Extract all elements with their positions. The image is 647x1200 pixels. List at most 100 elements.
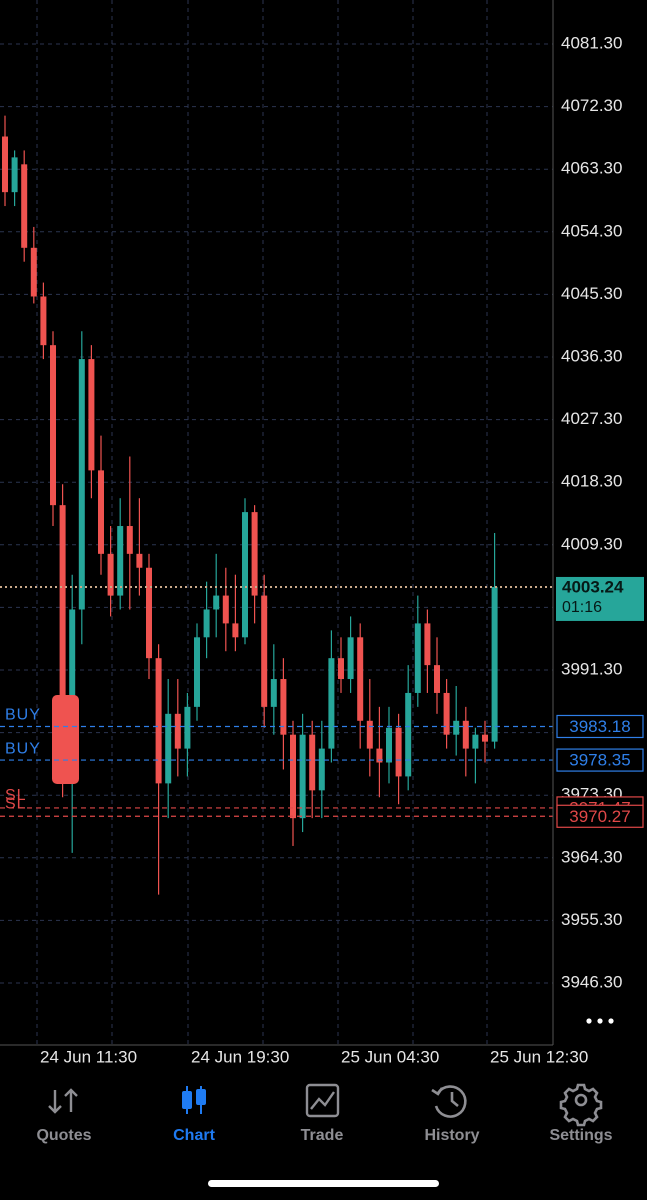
candle-body <box>434 665 440 693</box>
level-label: SL <box>5 795 27 812</box>
tab-label[interactable]: Chart <box>173 1127 215 1144</box>
level-price-box <box>556 804 644 828</box>
candle-body <box>443 692 450 735</box>
y-tick-label: 4036.30 <box>561 346 622 365</box>
icon-trade <box>305 1083 340 1118</box>
candle-body <box>462 720 469 749</box>
candles <box>2 115 498 895</box>
y-tick-label: 3964.30 <box>561 847 622 866</box>
candle-body <box>299 734 306 819</box>
icon-quotes <box>48 1088 78 1114</box>
candle-body <box>78 359 85 610</box>
tab-label[interactable]: Settings <box>549 1127 612 1144</box>
y-tick-label: 4063.30 <box>561 159 622 178</box>
candle-body <box>472 734 479 749</box>
candle-body <box>222 595 229 624</box>
candle-body <box>40 296 47 346</box>
candle-body <box>184 706 191 749</box>
level-price-box <box>556 748 644 772</box>
candle-body <box>21 164 28 248</box>
candle-body <box>155 658 162 784</box>
dot <box>608 1018 614 1024</box>
y-tick-label: 4009.30 <box>561 534 622 553</box>
candle-body <box>2 136 8 193</box>
candle-body <box>280 679 287 735</box>
candle-body <box>347 637 354 680</box>
candle-body <box>242 512 248 638</box>
y-tick-label: 4018.30 <box>561 472 622 491</box>
candle-body <box>88 359 95 471</box>
level-label: BUY <box>5 740 41 757</box>
candle-body <box>203 609 210 638</box>
tab-label[interactable]: Trade <box>301 1127 344 1144</box>
candle-body <box>165 713 172 784</box>
candle-body <box>50 345 56 506</box>
candle-body <box>30 247 37 297</box>
candle-body <box>405 692 412 777</box>
y-tick-label: 4072.30 <box>561 96 622 115</box>
candle-body <box>453 720 460 735</box>
candle-body <box>318 748 325 791</box>
candle-body <box>98 470 104 554</box>
candle-body <box>251 512 258 596</box>
candle-body <box>126 526 133 554</box>
home-indicator <box>208 1180 439 1187</box>
icon-history <box>431 1085 467 1118</box>
candle-body <box>174 713 181 749</box>
x-tick-label: 24 Jun 11:30 <box>40 1047 137 1066</box>
level-label: SL <box>5 787 27 804</box>
candle-body <box>146 567 152 659</box>
candle-body <box>194 637 200 707</box>
level-price: 3970.27 <box>569 807 630 826</box>
level-price-box <box>556 714 644 739</box>
candle-body <box>136 553 143 568</box>
y-tick-label: 4027.30 <box>561 409 622 428</box>
y-tick-label: 4054.30 <box>561 221 622 240</box>
candle-body <box>491 586 498 742</box>
x-tick-label: 24 Jun 19:30 <box>191 1047 289 1066</box>
icon-chart <box>182 1086 206 1114</box>
candle-body <box>357 637 364 721</box>
tab-bar: Quotes Chart Trade History Settings <box>36 1127 612 1144</box>
candle-body <box>424 623 431 666</box>
candle-body <box>213 595 220 610</box>
candle-body <box>414 623 421 693</box>
y-tick-label: 3946.30 <box>561 972 622 991</box>
candle-body <box>338 658 344 680</box>
candle-body <box>107 553 114 596</box>
candle-timer: 01:16 <box>562 599 602 616</box>
level-label: BUY <box>5 707 41 724</box>
levels: BUY3983.18BUY3978.35SL3971.47SL3970.2740… <box>0 576 644 828</box>
candle-body <box>117 526 124 596</box>
current-price-box <box>556 576 644 621</box>
x-tick-label: 25 Jun 04:30 <box>341 1047 439 1066</box>
tab-label[interactable]: History <box>424 1127 479 1144</box>
candle-body <box>290 734 296 819</box>
more-button[interactable] <box>586 1018 614 1024</box>
candle-body <box>328 658 335 749</box>
candle-body <box>261 595 268 707</box>
level-price: 3978.35 <box>569 751 630 770</box>
candle-body <box>366 720 373 749</box>
icon-settings <box>559 1083 603 1127</box>
level-price: 3983.18 <box>569 717 630 736</box>
candle-body <box>270 679 277 707</box>
x-tick-label: 25 Jun 12:30 <box>490 1047 588 1066</box>
candle-body <box>376 748 383 763</box>
y-tick-label: 3955.30 <box>561 910 622 929</box>
candle-body <box>232 623 239 638</box>
tab-label[interactable]: Quotes <box>36 1127 91 1144</box>
candle-body <box>59 505 66 714</box>
order-marker <box>52 695 79 784</box>
candle-body <box>309 734 316 791</box>
current-price: 4003.24 <box>562 577 624 596</box>
candle-body <box>482 734 488 742</box>
candle-body <box>386 727 392 763</box>
dot <box>597 1018 603 1024</box>
candle-body <box>69 609 76 714</box>
y-tick-label: 4081.30 <box>561 33 622 52</box>
y-tick-label: 4045.30 <box>561 284 622 303</box>
dot <box>586 1018 592 1024</box>
